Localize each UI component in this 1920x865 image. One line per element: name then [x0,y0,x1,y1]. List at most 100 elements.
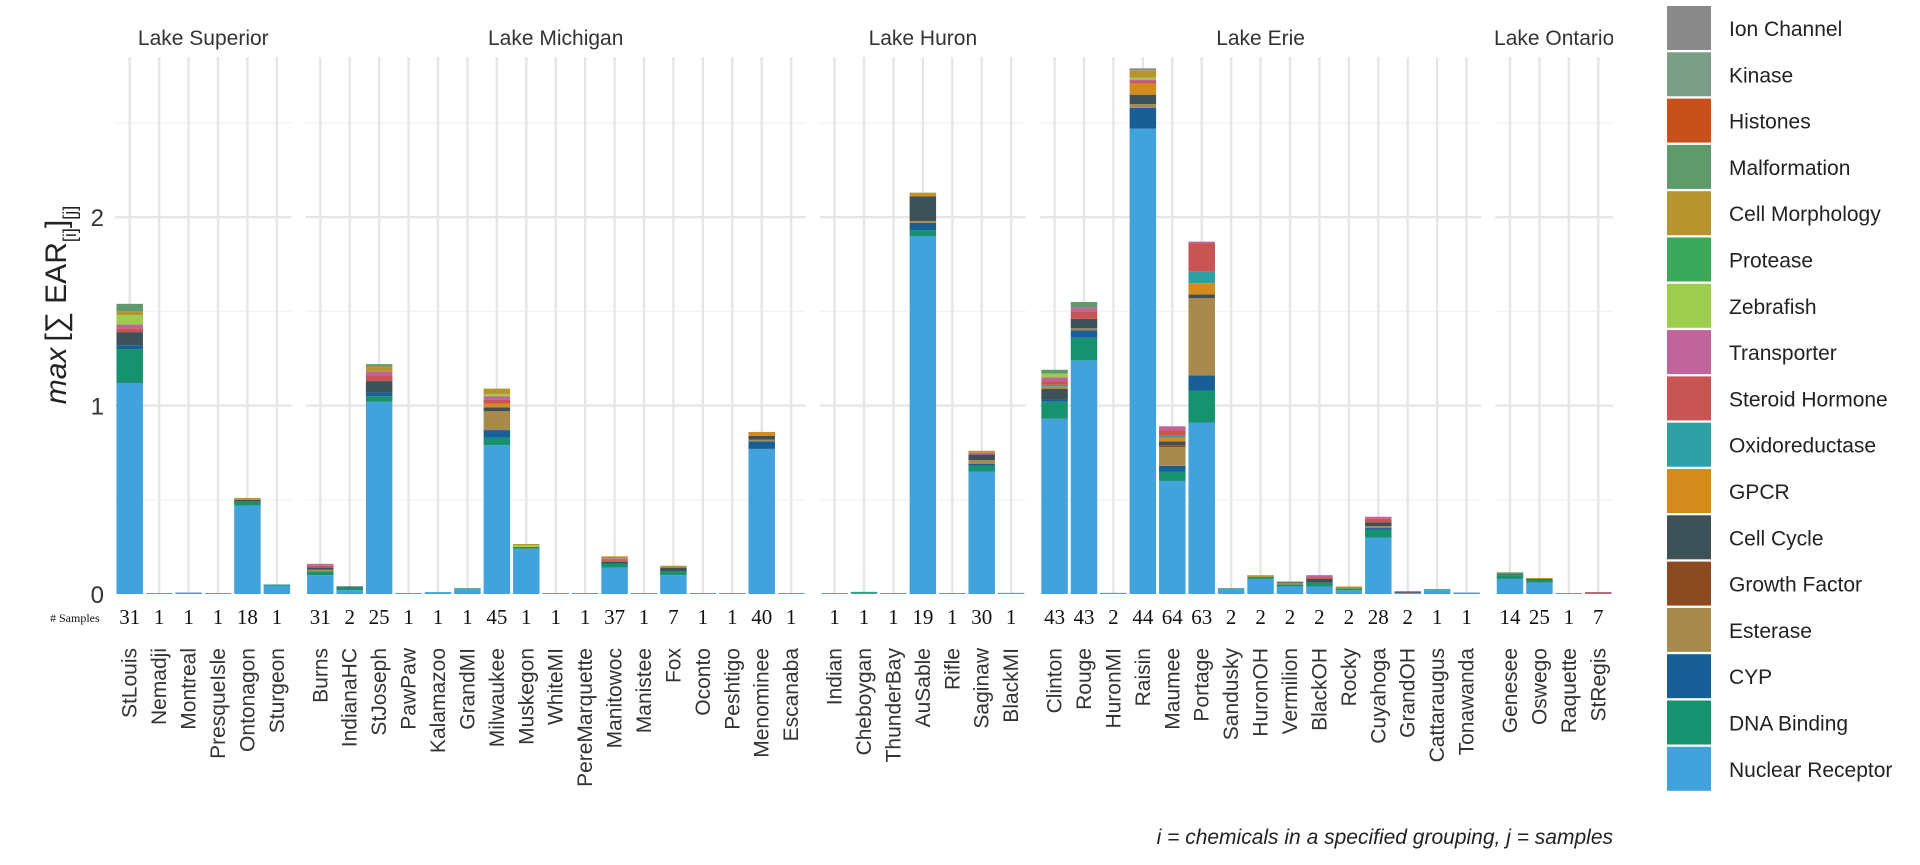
x-tick-label-thunderbay: ThunderBay [882,648,905,763]
bar-segment-clinton-oxidoreductase [1041,384,1068,387]
bar-segment-indianahc-nuclear-receptor [336,590,363,594]
bar-segment-sandusky-dna-binding [1217,588,1245,590]
bar-segment-ontonagon-cell-morphology [234,497,261,500]
bar-segment-oswego-cell-morphology [1526,577,1553,579]
bar-segment-portage-steroid-hormone [1188,243,1215,272]
bar-sturgeon [263,584,291,594]
bar-segment-rifle-nuclear-receptor [939,593,966,594]
bar-indian [821,593,848,594]
x-tick-label-whitemi: WhiteMI [545,648,568,725]
bar-segment-whitemi-nuclear-receptor [542,593,569,594]
bar-segment-oswego-nuclear-receptor [1526,582,1553,594]
bar-segment-sturgeon-dna-binding [263,584,291,586]
bar-montreal [175,592,202,594]
facet-title: Lake Erie [1216,27,1305,50]
bar-segment-blackoh-transporter [1306,575,1333,578]
bar-segment-milwaukee-esterase [483,411,511,431]
x-tick-label-muskegon: Muskegon [515,648,538,745]
sample-count-stregis: 7 [1593,605,1604,629]
bar-segment-milwaukee-nuclear-receptor [483,445,511,594]
bar-segment-manitowoc-nuclear-receptor [601,567,628,594]
bar-segment-cuyahoga-nuclear-receptor [1365,537,1392,594]
bar-segment-vermilion-nuclear-receptor [1276,586,1304,594]
bar-kalamazoo [424,592,452,594]
sample-count-burns: 31 [310,605,331,629]
bar-segment-presqueisle-nuclear-receptor [204,593,232,594]
sample-count-rouge: 43 [1074,605,1095,629]
bar-segment-raisin-zebrafish [1129,77,1157,80]
bar-segment-cheboygan-dna-binding [850,591,878,593]
facet-lake-michigan: Lake Michigan 31 Burns 2 IndianaHC 25 StJoseph… [305,27,806,787]
bar-segment-cuyahoga-cell-cycle [1365,522,1392,527]
x-tick-label-ontonagon: Ontonagon [236,648,259,752]
sample-count-cuyahoga: 28 [1368,605,1389,629]
bar-segment-menominee-nuclear-receptor [748,448,775,594]
y-axis-title-sum: ∑ [40,312,73,333]
sample-count-fox: 7 [668,605,679,629]
legend-item-dna-binding: DNA Binding [1667,700,1848,745]
bar-segment-vermilion-dna-binding [1276,584,1304,587]
bar-cheboygan [850,591,878,594]
sample-count-pawpaw: 1 [403,605,414,629]
x-tick-label-grandmi: GrandMI [456,648,479,730]
bar-segment-portage-gpcr [1188,283,1215,295]
x-tick-label-raquette: Raquette [1558,648,1581,733]
bar-maumee [1159,426,1186,594]
bar-portage [1188,241,1215,594]
bar-fox [660,565,687,594]
facet-title: Lake Michigan [488,27,623,50]
bar-segment-muskegon-dna-binding [513,546,540,549]
bar-segment-raisin-esterase [1129,104,1157,108]
sample-count-cheboygan: 1 [859,605,870,629]
x-tick-label-presqueisle: PresqueIsle [207,648,230,759]
bar-segment-saginaw-esterase [968,460,995,464]
bar-segment-maumee-gpcr [1159,437,1186,442]
bar-ontonagon [234,497,261,594]
sample-count-menominee: 40 [751,605,772,629]
legend-label: Cell Cycle [1729,527,1824,550]
bar-segment-sandusky-nuclear-receptor [1217,589,1245,594]
bar-segment-fox-nuclear-receptor [660,575,687,594]
bar-segment-clinton-malformation [1041,369,1068,374]
bar-segment-ausable-cell-cycle [909,196,937,221]
bar-sandusky [1217,588,1245,594]
bar-segment-rouge-steroid-hormone [1070,311,1098,319]
x-tick-label-cuyahoga: Cuyahoga [1367,648,1390,744]
bar-segment-maumee-cyp [1159,465,1186,472]
bar-segment-ausable-cell-morphology [909,192,937,195]
bar-segment-saginaw-nuclear-receptor [968,471,995,594]
bar-grandmi [454,588,481,594]
bar-segment-portage-transporter [1188,241,1215,244]
bar-segment-rouge-dna-binding [1070,337,1098,361]
bar-cuyahoga [1365,516,1392,594]
legend-item-cell-morphology: Cell Morphology [1667,191,1881,236]
bar-segment-clinton-nuclear-receptor [1041,418,1068,594]
legend-item-gpcr: GPCR [1667,469,1790,513]
bar-ausable [909,192,937,594]
legend-swatch [1667,469,1711,513]
sample-count-whitemi: 1 [550,605,561,629]
bar-segment-maumee-esterase [1159,447,1186,466]
legend-label: Steroid Hormone [1729,388,1888,411]
legend-swatch [1667,422,1711,467]
x-tick-label-nemadji: Nemadji [148,648,171,725]
bar-segment-kalamazoo-nuclear-receptor [424,592,452,594]
sample-count-oconto: 1 [698,605,709,629]
legend-swatch [1667,607,1711,652]
x-tick-label-indianahc: IndianaHC [339,648,362,747]
x-tick-label-blackoh: BlackOH [1308,648,1331,731]
legend-label: Transporter [1729,342,1837,365]
bar-segment-burns-steroid-hormone [307,565,334,568]
bar-blackmi [997,592,1025,594]
bar-segment-stjoseph-malformation [365,364,393,367]
bar-segment-burns-transporter [307,563,334,566]
y-tick-label-0: 0 [91,582,104,609]
sample-count-portage: 63 [1191,605,1212,629]
bar-segment-maumee-steroid-hormone [1159,430,1186,436]
bar-segment-clinton-steroid-hormone [1041,381,1068,385]
bar-segment-rocky-nuclear-receptor [1335,590,1363,594]
bar-segment-sturgeon-nuclear-receptor [263,585,291,594]
x-tick-label-saginaw: Saginaw [971,647,994,728]
bar-segment-rouge-nuclear-receptor [1070,360,1098,594]
bar-blackoh [1306,575,1333,594]
